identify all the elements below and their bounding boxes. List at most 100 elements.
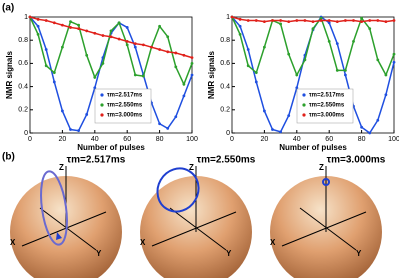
plot-area (231, 16, 395, 134)
data-point (287, 52, 291, 56)
data-point (174, 115, 178, 119)
data-point (352, 19, 355, 22)
x-tick-label: 60 (325, 136, 333, 143)
data-point (344, 73, 347, 77)
data-point (142, 43, 145, 47)
data-point (101, 62, 105, 65)
axis-x-label: X (140, 238, 146, 247)
data-point (69, 128, 72, 131)
data-point (158, 122, 162, 126)
legend-label: τm=3.000ms (309, 113, 345, 119)
legend-box (296, 88, 354, 124)
data-point (28, 15, 32, 19)
data-point (271, 19, 274, 22)
legend-label: τm=2.517ms (107, 93, 143, 99)
data-point (376, 58, 380, 62)
data-point (61, 45, 64, 49)
data-point (36, 17, 40, 21)
data-point (36, 24, 40, 28)
axis-z-label: Z (59, 163, 64, 172)
data-point (295, 19, 299, 22)
data-point (335, 20, 339, 24)
data-point (246, 19, 250, 22)
data-point (77, 23, 80, 27)
legend-box (94, 88, 152, 124)
data-point (44, 48, 48, 51)
data-point (158, 48, 162, 51)
data-point (182, 82, 186, 86)
data-point (150, 45, 153, 49)
data-point (85, 113, 89, 116)
data-point (117, 37, 121, 41)
data-point (344, 19, 347, 22)
y-tick-label: 1 (24, 14, 28, 21)
data-point (287, 114, 291, 117)
data-point (254, 71, 258, 75)
data-point (327, 21, 331, 25)
data-point (311, 27, 315, 30)
data-point (246, 64, 250, 68)
data-point (327, 19, 331, 22)
y-axis-label: NMR signals (207, 50, 216, 99)
data-point (166, 126, 170, 130)
y-tick-label: 0.8 (220, 37, 230, 44)
data-point (263, 45, 266, 49)
y-tick-label: 0 (226, 130, 230, 137)
x-axis-label: Number of pulses (279, 143, 347, 152)
legend-label: τm=2.517ms (309, 93, 345, 99)
data-point (158, 24, 162, 28)
sphere (270, 166, 382, 278)
data-point (360, 125, 363, 129)
x-tick-label: 60 (123, 136, 131, 143)
data-point (352, 39, 355, 43)
legend-marker (100, 113, 104, 117)
data-point (327, 39, 331, 43)
data-point (376, 118, 380, 122)
data-point (174, 65, 178, 69)
x-tick-label: 100 (186, 136, 198, 143)
data-point (384, 73, 388, 77)
data-point (360, 16, 363, 20)
data-point (335, 68, 339, 72)
y-tick-label: 1 (226, 14, 230, 21)
data-point (254, 19, 258, 22)
data-point (133, 45, 137, 49)
data-point (52, 71, 56, 75)
legend-label: τm=3.000ms (107, 113, 143, 119)
data-point (69, 20, 72, 24)
data-point (319, 16, 323, 20)
data-point (263, 20, 266, 24)
data-point (93, 31, 97, 35)
data-point (384, 20, 388, 24)
series-line (231, 16, 395, 77)
data-point (254, 80, 258, 84)
data-point (392, 60, 396, 64)
axis-y-label: Y (96, 249, 102, 258)
data-point (93, 86, 97, 90)
y-tick-label: 0.2 (18, 107, 28, 114)
data-point (61, 109, 64, 113)
data-point (392, 52, 396, 56)
data-point (85, 29, 89, 33)
x-tick-label: 100 (388, 136, 399, 143)
data-point (279, 19, 282, 22)
data-point (246, 48, 250, 51)
data-point (279, 130, 282, 134)
data-point (61, 23, 64, 27)
axis-y-label: Y (226, 249, 232, 258)
sphere (10, 166, 122, 278)
data-point (230, 15, 234, 19)
data-point (344, 68, 347, 72)
data-point (166, 50, 170, 54)
data-point (133, 73, 137, 77)
data-point (166, 35, 170, 39)
x-tick-label: 40 (293, 136, 301, 143)
data-point (101, 34, 105, 37)
x-tick-label: 40 (91, 136, 99, 143)
panel-label: (a) (2, 3, 14, 14)
axis-z-label: Z (189, 163, 194, 172)
data-point (368, 19, 372, 22)
sphere-title: τm=2.517ms (67, 155, 126, 166)
x-tick-label: 80 (358, 136, 366, 143)
